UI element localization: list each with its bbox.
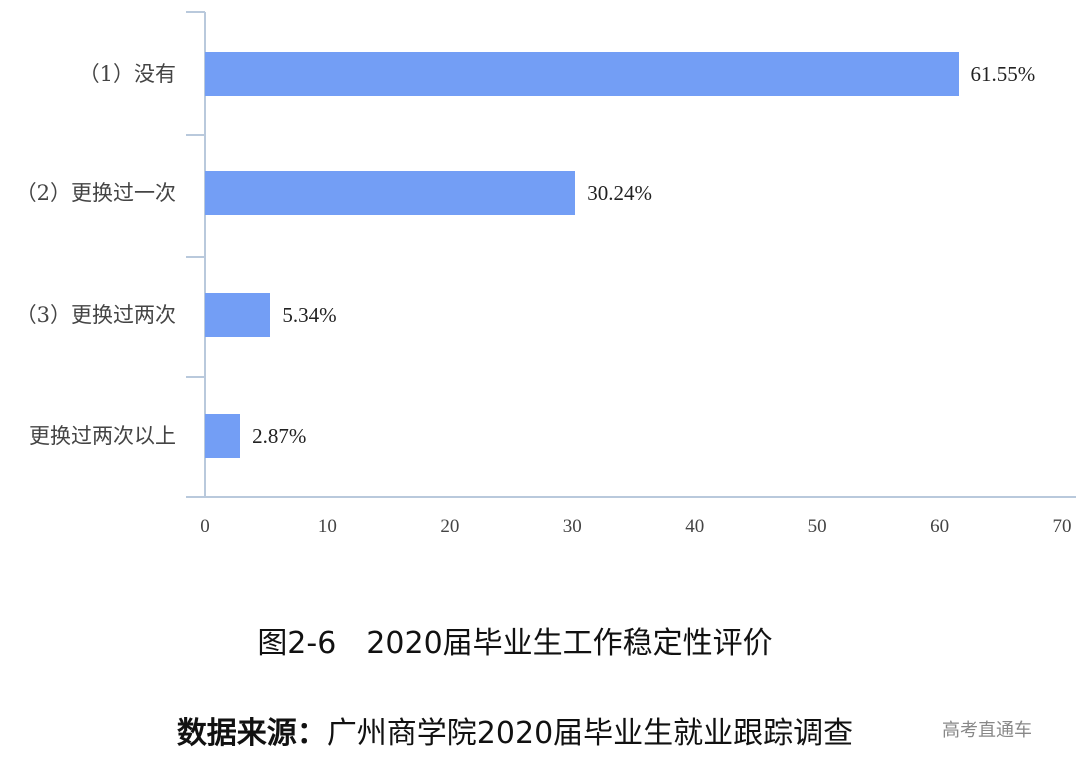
bar-value-label: 30.24% [587,181,652,205]
x-tick-label: 30 [562,516,582,537]
watermark: 高考直通车 [942,720,1032,741]
bar [205,52,959,96]
x-tick-label: 0 [200,516,210,537]
x-tick-label: 50 [807,516,827,537]
x-tick-label: 70 [1052,516,1072,537]
x-axis [186,496,1076,498]
bar-value-label: 61.55% [970,62,1036,86]
bar-chart: （1）没有 （2）更换过一次 （3）更换过两次 更换过两次以上 61.55% 3… [15,11,1076,537]
bar-value-label: 5.34% [282,303,337,327]
category-label: （2）更换过一次 [15,181,176,205]
bar [205,293,271,337]
x-tick-label: 60 [930,516,950,537]
figure-title: 图2-6 2020届毕业生工作稳定性评价 [257,626,773,661]
x-tick-label: 10 [317,516,337,537]
bar-value-label: 2.87% [252,424,307,448]
y-axis [204,12,206,498]
data-source-key: 数据来源： [176,716,327,751]
data-source-value: 广州商学院2020届毕业生就业跟踪调查 [326,716,854,751]
x-tick-label: 40 [685,516,705,537]
y-tick [186,134,205,136]
category-label: （1）没有 [78,62,176,86]
y-tick [186,11,205,13]
category-label: （3）更换过两次 [15,303,176,327]
category-label: 更换过两次以上 [29,424,176,448]
data-source: 数据来源：广州商学院2020届毕业生就业跟踪调查 [0,708,1030,752]
y-tick [186,376,205,378]
x-tick-label: 20 [440,516,460,537]
y-tick [186,256,205,258]
bar [205,414,241,458]
bar [205,171,576,215]
